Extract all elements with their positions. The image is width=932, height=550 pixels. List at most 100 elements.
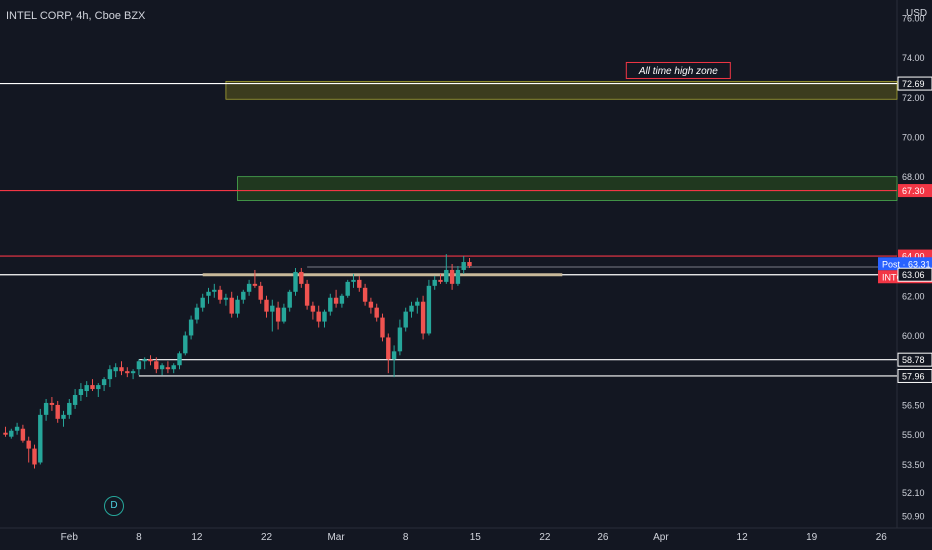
candle-body[interactable] [200,297,205,308]
candle-body[interactable] [96,385,101,390]
candle-body[interactable] [432,279,437,286]
candle-body[interactable] [188,319,194,336]
candle-body[interactable] [49,402,55,405]
candle-body[interactable] [20,428,26,441]
candle-body[interactable] [322,311,327,322]
dividend-marker[interactable]: D [104,496,124,516]
y-tick-label: 50.90 [902,512,925,522]
annotation-box[interactable] [625,61,731,79]
candle-body[interactable] [183,335,188,354]
candle-body[interactable] [264,299,269,312]
candle-body[interactable] [235,299,240,314]
candle-body[interactable] [362,287,368,302]
candle-body[interactable] [444,269,449,282]
candle-body[interactable] [142,359,147,362]
candle-body[interactable] [409,305,414,312]
x-tick-label: 12 [191,532,203,543]
candle-body[interactable] [67,402,72,415]
candle-body[interactable] [449,269,455,284]
candle-body[interactable] [119,367,124,372]
candle-body[interactable] [43,402,49,415]
candle-body[interactable] [252,283,258,286]
candle-body[interactable] [107,369,113,380]
candle-body[interactable] [26,440,31,449]
candle-body[interactable] [38,414,43,463]
candle-body[interactable] [130,371,136,374]
candle-body[interactable] [223,297,229,300]
candle-body[interactable] [304,283,310,306]
candle-body[interactable] [386,337,391,360]
candle-body[interactable] [154,361,159,370]
candle-body[interactable] [206,291,211,296]
candle-body[interactable] [61,414,66,419]
candle-body[interactable] [328,297,333,312]
candle-body[interactable] [9,430,14,437]
candle-body[interactable] [270,305,275,312]
x-tick-label: Feb [61,532,79,543]
candle-body[interactable] [438,279,443,282]
symbol-title: INTEL CORP, 4h, Cboe BZX [6,10,146,22]
candle-body[interactable] [194,307,200,320]
candle-body[interactable] [275,307,281,322]
candle-body[interactable] [467,262,472,266]
candle-body[interactable] [455,269,461,284]
candle-body[interactable] [3,432,8,435]
candle-body[interactable] [299,271,304,284]
candle-body[interactable] [339,295,345,304]
candle-body[interactable] [72,395,78,405]
price-tag-label: 57.96 [902,371,925,381]
candle-body[interactable] [32,448,37,465]
candle-body[interactable] [125,371,130,374]
candle-body[interactable] [333,297,339,304]
candle-body[interactable] [281,307,287,322]
resistance-zone[interactable] [237,176,898,201]
candle-body[interactable] [246,283,252,292]
candle-body[interactable] [420,301,426,334]
y-tick-label: 70.00 [902,132,925,142]
y-tick-label: 74.00 [902,53,925,63]
candle-body[interactable] [310,305,316,312]
all-time-high-zone[interactable] [225,80,898,100]
candle-body[interactable] [241,291,246,300]
candle-body[interactable] [374,307,379,318]
candle-body[interactable] [14,426,20,431]
candle-body[interactable] [55,404,60,419]
candle-body[interactable] [90,385,95,390]
candle-body[interactable] [212,289,217,292]
candle-body[interactable] [148,359,153,362]
x-tick-label: 12 [737,532,749,543]
candle-body[interactable] [351,279,356,282]
x-tick-label: 8 [403,532,409,543]
candle-body[interactable] [159,365,165,370]
candle-body[interactable] [258,285,263,300]
candle-body[interactable] [403,311,408,328]
candle-body[interactable] [229,297,234,314]
candle-body[interactable] [287,291,292,308]
y-tick-label: 53.50 [902,460,925,470]
annotation-text: All time high zone [638,66,718,77]
candle-body[interactable] [415,301,420,306]
candle-body[interactable] [78,389,84,396]
candle-body[interactable] [357,279,362,288]
candle-body[interactable] [84,385,89,392]
candle-body[interactable] [177,353,182,366]
candle-body[interactable] [217,289,223,300]
y-tick-label: 60.00 [902,331,925,341]
candle-body[interactable] [316,311,321,322]
candle-body[interactable] [380,317,385,338]
candle-body[interactable] [171,365,176,370]
candle-body[interactable] [391,351,397,360]
candle-body[interactable] [136,361,142,370]
candle-body[interactable] [368,301,374,308]
candle-body[interactable] [101,379,107,386]
price-tag-label: Post · 63.31 [882,259,931,269]
candle-body[interactable] [397,327,403,352]
candle-body[interactable] [461,262,466,270]
candle-body[interactable] [426,285,432,334]
candle-body[interactable] [165,367,171,370]
candle-body[interactable] [345,281,350,296]
candle-body[interactable] [113,367,118,372]
candle-body[interactable] [293,271,298,292]
